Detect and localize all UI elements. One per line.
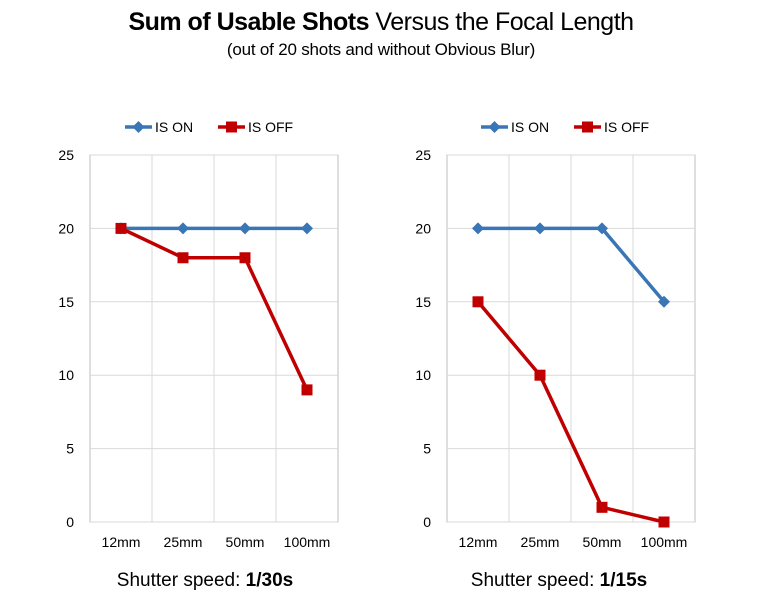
data-point-is-on (177, 222, 189, 235)
chart-subtitle: (out of 20 shots and without Obvious Blu… (226, 40, 536, 59)
x-tick-label: 100mm (641, 534, 688, 550)
x-tick-label: 12mm (459, 534, 498, 550)
y-tick-label: 0 (66, 514, 74, 530)
caption-prefix: Shutter speed: (117, 570, 246, 591)
caption-value: 1/15s (600, 570, 648, 591)
data-point-is-off (472, 296, 484, 308)
y-tick-label: 20 (58, 220, 74, 236)
data-point-is-off (239, 252, 251, 264)
data-point-is-off (115, 222, 127, 234)
y-tick-label: 25 (58, 147, 74, 163)
series-line-is-off (120, 226, 309, 391)
legend-swatch-marker (132, 121, 145, 133)
y-tick-label: 0 (423, 514, 431, 530)
y-tick-label: 10 (58, 367, 74, 383)
data-point-is-off (177, 252, 189, 264)
x-tick-label: 100mm (284, 534, 331, 550)
data-point-is-on (534, 222, 546, 235)
chart-panel-2: 0 5 10 15 20 25 12mm 25mm 50mm 100mm IS ON IS OFF Sh… (415, 119, 696, 591)
y-tick-label: 10 (415, 367, 431, 383)
y-tick-label: 5 (66, 441, 74, 457)
legend-label: IS ON (511, 119, 549, 135)
legend-swatch-marker (582, 121, 593, 133)
chart-panel-1: 0 5 10 15 20 25 12mm 25mm 50mm 100mm IS ON IS OFF Sh… (58, 119, 339, 591)
y-tick-label: 25 (415, 147, 431, 163)
caption-value: 1/30s (246, 570, 294, 591)
legend-label: IS OFF (248, 119, 293, 135)
legend-swatch-marker (226, 121, 237, 133)
series-line-is-off (476, 300, 665, 524)
legend-label: IS ON (155, 119, 193, 135)
data-point-is-off (534, 369, 546, 381)
chart-title: Sum of Usable Shots Versus the Focal Len… (0, 6, 762, 38)
y-tick-label: 5 (423, 441, 431, 457)
chart-title-bold: Sum of Usable Shots (128, 8, 369, 36)
y-tick-label: 15 (415, 294, 431, 310)
legend-swatch-marker (488, 121, 501, 133)
x-tick-label: 12mm (102, 534, 141, 550)
data-point-is-off (301, 384, 313, 396)
shutter-speed-caption: Shutter speed: 1/15s (471, 570, 647, 591)
data-point-is-on (658, 295, 670, 308)
data-point-is-on (239, 222, 251, 235)
y-tick-label: 20 (415, 220, 431, 236)
data-point-is-on (472, 222, 484, 235)
chart-title-rest: Versus the Focal Length (368, 8, 634, 36)
data-point-is-on (301, 222, 313, 235)
data-point-is-off (658, 516, 670, 528)
shutter-speed-caption: Shutter speed: 1/30s (117, 570, 293, 591)
data-point-is-off (596, 501, 608, 513)
x-tick-label: 25mm (164, 534, 203, 550)
x-tick-label: 50mm (583, 534, 622, 550)
legend-label: IS OFF (604, 119, 649, 135)
x-tick-label: 25mm (521, 534, 560, 550)
caption-prefix: Shutter speed: (471, 570, 600, 591)
x-tick-label: 50mm (226, 534, 265, 550)
data-point-is-on (596, 222, 608, 235)
y-tick-label: 15 (58, 294, 74, 310)
series-line-is-on (478, 226, 666, 303)
